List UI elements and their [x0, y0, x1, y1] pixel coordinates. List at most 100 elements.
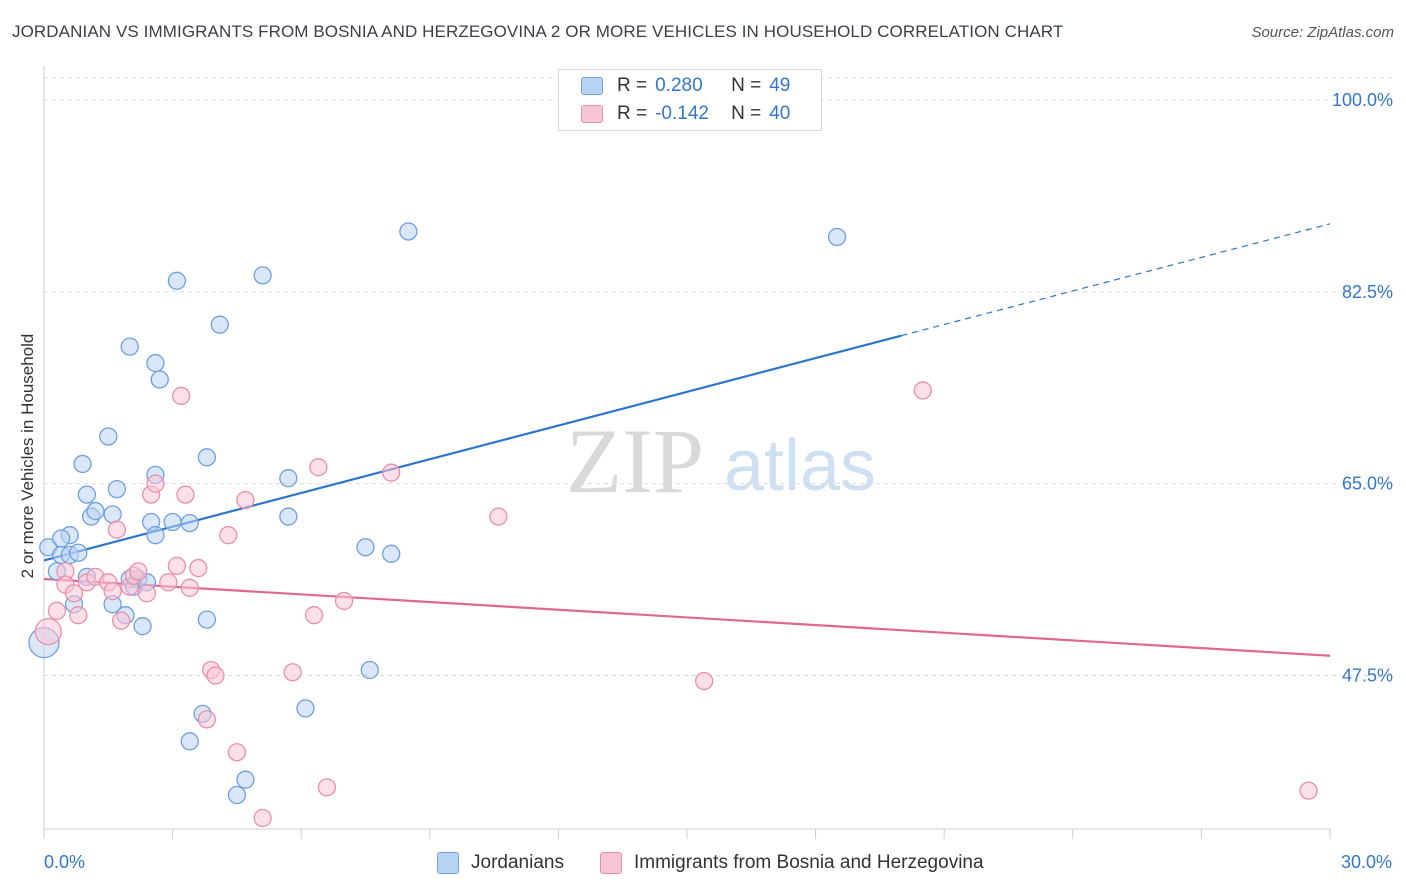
y-tick-label: 82.5%	[1342, 282, 1393, 302]
y-tick-labels: 47.5% 65.0% 82.5% 100.0%	[1332, 90, 1393, 686]
bosnia-point	[334, 591, 354, 611]
correlation-legend: R = 0.280 N = 49 R = -0.142 N = 40	[558, 69, 822, 131]
jordanian-point	[120, 337, 139, 356]
bosnia-point	[489, 507, 508, 526]
jordanian-point	[197, 610, 217, 629]
bosnia-point	[167, 556, 187, 576]
watermark-atlas: atlas	[724, 426, 876, 506]
jordanian-point	[360, 660, 379, 680]
jordanian-point	[103, 505, 122, 524]
jordanian-point	[180, 732, 199, 751]
bosnia-point	[180, 578, 199, 597]
jordanian-point	[827, 227, 847, 247]
bosnia-point	[112, 611, 131, 630]
bosnia-point	[176, 485, 195, 504]
jordanian-point	[210, 315, 229, 334]
jordanian-point	[399, 222, 418, 241]
gridlines	[44, 77, 1395, 677]
trend-line-dashed	[901, 223, 1331, 337]
r-value: 0.280	[655, 75, 703, 96]
jordanian-point	[107, 479, 127, 499]
bosnia-point	[159, 573, 178, 592]
x-tick-label-max: 30.0%	[1340, 852, 1392, 872]
bosnia-point	[382, 463, 401, 482]
bosnia-point	[694, 671, 714, 691]
watermark-zip: ZIP	[566, 410, 704, 512]
jordanian-point	[382, 544, 401, 563]
r-value: -0.142	[655, 103, 709, 124]
legend-item-jordanians: Jordanians	[437, 852, 564, 874]
jordanian-point	[253, 266, 272, 285]
bosnia-point	[69, 606, 88, 625]
bosnia-point	[189, 558, 208, 578]
axes	[43, 66, 1331, 839]
bosnia-point	[304, 606, 324, 625]
n-value: 49	[769, 75, 791, 96]
r-label: R =	[617, 103, 648, 124]
jordanians-swatch	[581, 77, 603, 95]
source-label: Source: ZipAtlas.com	[1251, 24, 1394, 41]
jordanian-point	[163, 512, 182, 532]
legend-label: Jordanians	[471, 852, 564, 873]
bosnia-swatch	[600, 852, 622, 874]
bosnia-point	[197, 710, 217, 729]
jordanian-point	[73, 454, 92, 474]
n-label: N =	[731, 75, 762, 96]
jordanian-point	[77, 485, 97, 504]
y-tick-label: 100.0%	[1332, 90, 1393, 110]
jordanian-point	[150, 370, 169, 389]
chart-title: JORDANIAN VS IMMIGRANTS FROM BOSNIA AND …	[12, 22, 1064, 41]
jordanian-point	[227, 785, 247, 805]
jordanian-point	[197, 448, 217, 467]
jordanian-point	[146, 526, 165, 545]
bosnia-point	[137, 584, 157, 603]
legend-row-bosnia: R = -0.142 N = 40	[581, 102, 790, 126]
jordanian-point	[296, 699, 315, 718]
jordanian-point	[167, 271, 187, 290]
bosnia-point	[913, 381, 932, 400]
bosnia-point	[172, 386, 191, 406]
bosnia-point	[34, 618, 62, 646]
legend-item-bosnia: Immigrants from Bosnia and Herzegovina	[600, 852, 984, 874]
r-label: R =	[617, 75, 648, 96]
bosnia-point	[227, 743, 247, 762]
jordanian-point	[86, 501, 105, 521]
bosnia-point	[253, 808, 272, 828]
jordanians-swatch	[437, 852, 459, 874]
bosnia-point	[283, 663, 302, 682]
jordanian-point	[51, 529, 71, 548]
jordanian-point	[133, 617, 152, 636]
jordanian-point	[180, 513, 199, 533]
jordanian-point	[146, 353, 165, 373]
bosnia-point	[107, 520, 127, 539]
data-points	[28, 222, 1318, 828]
bosnia-point	[103, 581, 122, 601]
jordanian-point	[99, 427, 118, 446]
n-label: N =	[731, 103, 762, 124]
series-legend: Jordanians Immigrants from Bosnia and He…	[0, 852, 1406, 878]
jordanian-point	[236, 770, 255, 789]
bosnia-point	[1299, 781, 1318, 800]
legend-label: Immigrants from Bosnia and Herzegovina	[634, 852, 984, 873]
y-tick-label: 47.5%	[1342, 666, 1393, 686]
bosnia-point	[146, 474, 165, 493]
trend-line-solid	[43, 577, 1331, 657]
y-tick-label: 65.0%	[1342, 474, 1393, 494]
bosnia-point	[309, 458, 328, 477]
bosnia-point	[129, 562, 148, 581]
legend-row-jordanians: R = 0.280 N = 49	[581, 74, 790, 98]
bosnia-swatch	[581, 105, 603, 123]
n-value: 40	[769, 103, 791, 124]
jordanian-point	[69, 543, 88, 562]
bosnia-point	[219, 526, 238, 545]
jordanian-point	[356, 538, 375, 557]
x-tick-label-min: 0.0%	[44, 852, 86, 872]
jordanian-point	[279, 469, 298, 488]
bosnia-point	[206, 666, 225, 685]
watermark: ZIP atlas	[566, 410, 876, 512]
bosnia-point	[47, 601, 67, 620]
bosnia-point	[64, 584, 84, 603]
jordanian-point	[279, 507, 298, 526]
bosnia-point	[236, 490, 255, 510]
